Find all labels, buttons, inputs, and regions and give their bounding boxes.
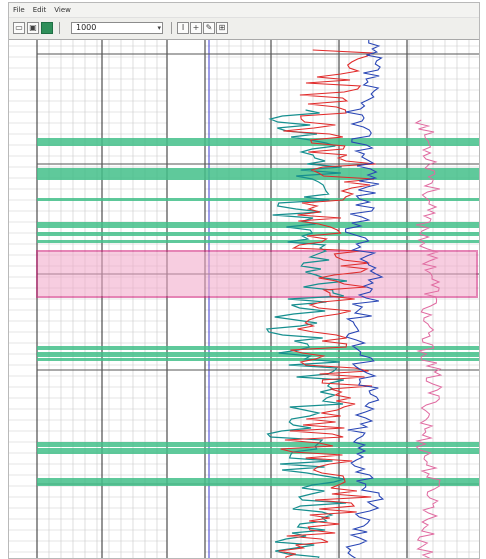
menu-file[interactable]: File — [13, 6, 25, 14]
depth-scale-value: 1000 — [76, 23, 97, 32]
globe-icon[interactable] — [41, 22, 53, 34]
log-viewer-window: File Edit View ▭ ▣ 1000 ▾ I + ✎ ⊞ — [8, 2, 480, 559]
green-zone-band — [37, 442, 479, 447]
menu-view[interactable]: View — [54, 6, 71, 14]
log-plot-area[interactable] — [9, 39, 479, 559]
toolbar: ▭ ▣ 1000 ▾ I + ✎ ⊞ — [9, 17, 479, 40]
zoom-icon[interactable]: + — [190, 22, 202, 34]
pen-icon[interactable]: ✎ — [203, 22, 215, 34]
text-cursor-icon[interactable]: I — [177, 22, 189, 34]
green-zone-band — [37, 168, 479, 176]
chevron-down-icon[interactable]: ▾ — [157, 24, 161, 32]
green-zone-band — [37, 352, 479, 357]
green-zone-band — [37, 358, 479, 361]
green-zone-band — [37, 448, 479, 454]
toolbar-separator — [59, 22, 60, 34]
neutron-curve — [414, 119, 443, 558]
green-zone-band — [37, 176, 479, 180]
density-curve — [345, 40, 385, 558]
menu-edit[interactable]: Edit — [32, 6, 47, 14]
open-file-icon[interactable]: ▭ — [13, 22, 25, 34]
green-zone-band — [37, 232, 479, 236]
depth-scale-select[interactable]: 1000 ▾ — [71, 22, 163, 34]
green-zone-band — [37, 478, 479, 486]
green-zone-band — [37, 240, 479, 243]
green-zone-band — [37, 222, 479, 228]
pink-zone-highlight — [36, 250, 478, 298]
save-icon[interactable]: ▣ — [27, 22, 39, 34]
toolbar-separator — [171, 22, 172, 34]
well-log-plot[interactable] — [9, 40, 479, 559]
menu-bar: File Edit View — [9, 3, 479, 17]
gamma-ray-curve — [265, 109, 348, 558]
green-zone-band — [37, 346, 479, 350]
green-zone-band — [37, 198, 479, 201]
resistivity-curve — [278, 49, 376, 558]
depth-track — [167, 40, 205, 558]
green-zone-band — [37, 138, 479, 146]
grid-icon[interactable]: ⊞ — [216, 22, 228, 34]
